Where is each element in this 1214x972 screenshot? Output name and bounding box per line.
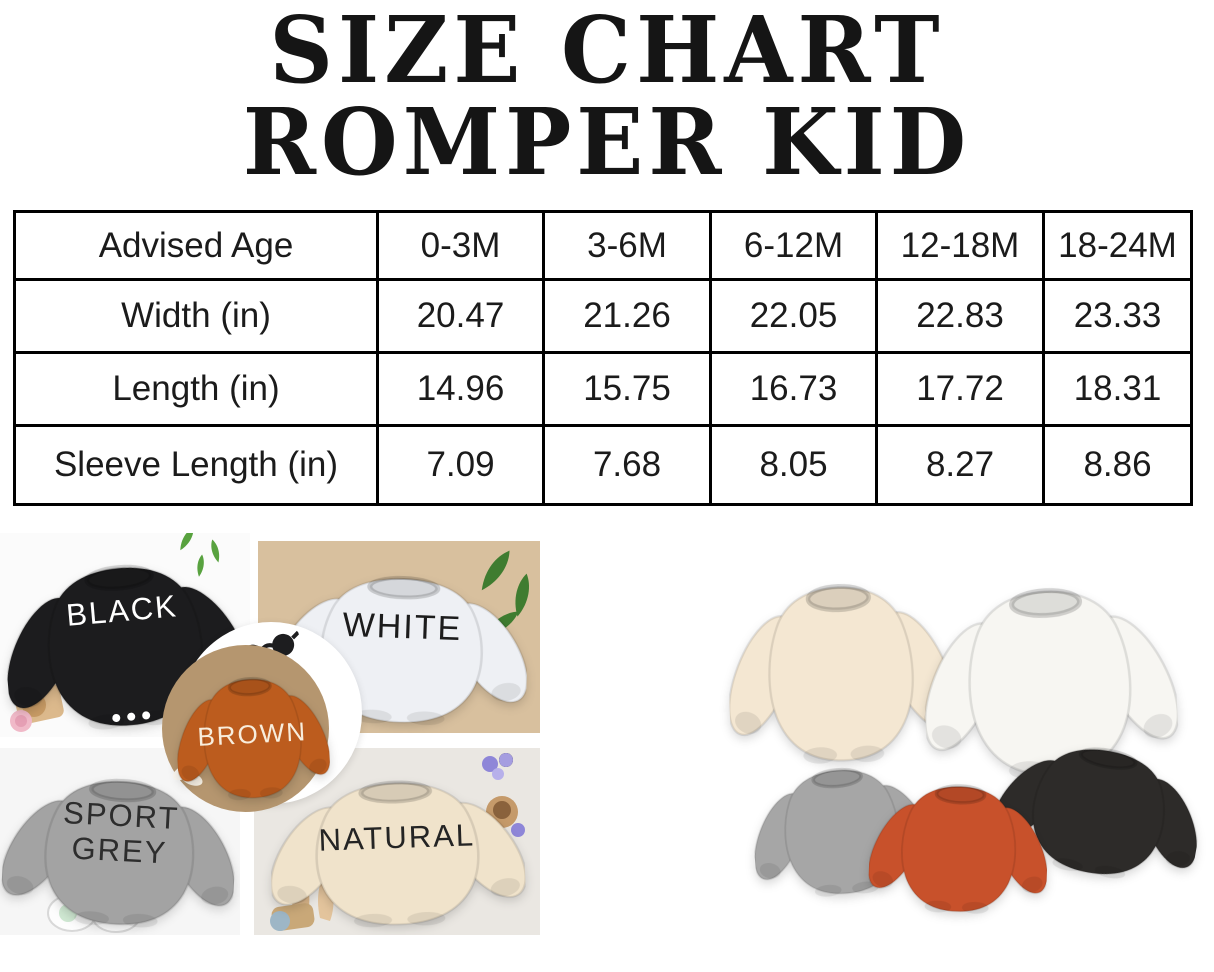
table-row-label: Width (in) [13, 278, 379, 354]
flatlay-rust-romper [867, 756, 1050, 922]
table-cell: 8.27 [875, 424, 1045, 506]
page-title-line-1: SIZE CHART [269, 0, 945, 105]
table-row-sleeve-length: Sleeve Length (in) 7.09 7.68 8.05 8.27 8… [13, 424, 1193, 506]
table-cell: 17.72 [875, 351, 1045, 427]
table-cell: 16.73 [709, 351, 878, 427]
table-header-cell: 12-18M [875, 210, 1045, 281]
table-cell: 22.05 [709, 278, 878, 354]
table-header-cell: 18-24M [1042, 210, 1193, 281]
black-romper-image: BLACK [0, 533, 250, 737]
table-cell: 7.68 [542, 424, 712, 506]
table-cell: 18.31 [1042, 351, 1193, 427]
table-cell: 8.05 [709, 424, 878, 506]
table-cell: 8.86 [1042, 424, 1193, 506]
table-cell: 23.33 [1042, 278, 1193, 354]
table-header-cell: 0-3M [376, 210, 545, 281]
flatlay-photo [720, 535, 1214, 915]
table-header-row: Advised Age 0-3M 3-6M 6-12M 12-18M 18-24… [13, 210, 1193, 281]
table-row-label: Length (in) [13, 351, 379, 427]
table-row-width: Width (in) 20.47 21.26 22.05 22.83 23.33 [13, 278, 1193, 354]
table-cell: 14.96 [376, 351, 545, 427]
table-header-cell: 3-6M [542, 210, 712, 281]
color-swatch-collage: BLACK WHITE [0, 533, 540, 935]
table-cell: 21.26 [542, 278, 712, 354]
color-photo-natural: NATURAL [254, 748, 540, 935]
size-chart-table: Advised Age 0-3M 3-6M 6-12M 12-18M 18-24… [13, 210, 1193, 506]
table-cell: 22.83 [875, 278, 1045, 354]
snap-buttons [112, 711, 151, 722]
table-header-cell: Advised Age [13, 210, 379, 281]
table-cell: 15.75 [542, 351, 712, 427]
table-cell: 7.09 [376, 424, 545, 506]
table-row-label: Sleeve Length (in) [13, 424, 379, 506]
table-header-cell: 6-12M [709, 210, 878, 281]
page-title-line-2: ROMPER KID [242, 87, 972, 197]
table-row-length: Length (in) 14.96 15.75 16.73 17.72 18.3… [13, 351, 1193, 427]
color-photo-black: BLACK [0, 533, 250, 737]
flower-decoration [482, 753, 525, 837]
table-cell: 20.47 [376, 278, 545, 354]
brown-romper-image: BROWN [172, 649, 332, 809]
